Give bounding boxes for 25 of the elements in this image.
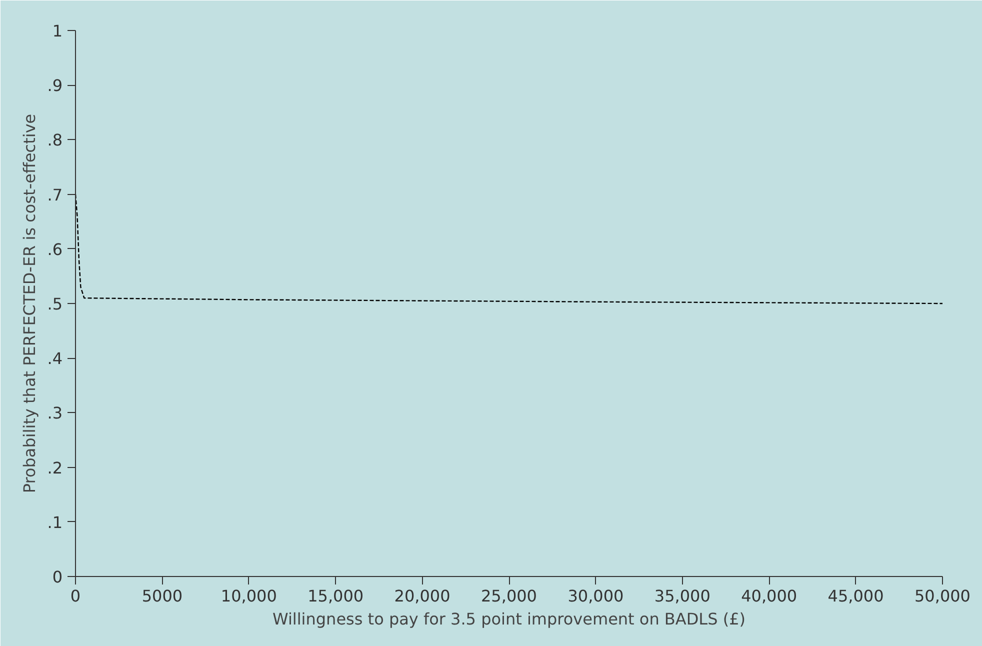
y-tick-label: .1 [47, 512, 62, 532]
x-tick-label: 5000 [142, 586, 183, 606]
x-axis-title: Willingness to pay for 3.5 point improvement on BADLS (£) [272, 610, 746, 628]
x-tick-label: 20,000 [394, 586, 450, 606]
x-tick-label: 10,000 [220, 586, 277, 606]
x-tick-label: 15,000 [308, 586, 364, 606]
x-tick-label: 35,000 [654, 586, 710, 606]
y-tick-label: .9 [47, 76, 62, 96]
x-tick-label: 50,000 [914, 586, 970, 606]
y-tick-label: .4 [47, 349, 62, 368]
line-series [76, 194, 942, 304]
x-tick-label: 40,000 [741, 586, 798, 606]
y-tick-label: 1 [52, 22, 63, 40]
y-tick-label: .6 [47, 240, 62, 259]
y-tick-label: .5 [47, 294, 62, 314]
x-tick-label: 45,000 [828, 586, 884, 606]
y-tick-label: .8 [47, 130, 62, 150]
y-tick-label: .3 [47, 404, 62, 423]
y-tick-label: .2 [47, 458, 62, 478]
x-tick-label: 25,000 [481, 586, 537, 606]
x-tick-label: 30,000 [568, 586, 624, 606]
y-tick-label: 0 [52, 568, 63, 586]
x-tick-label: 0 [70, 586, 81, 606]
y-axis-title: Probability that PERFECTED-ER is cost-effective [20, 114, 40, 494]
y-tick-label: .7 [47, 185, 62, 204]
